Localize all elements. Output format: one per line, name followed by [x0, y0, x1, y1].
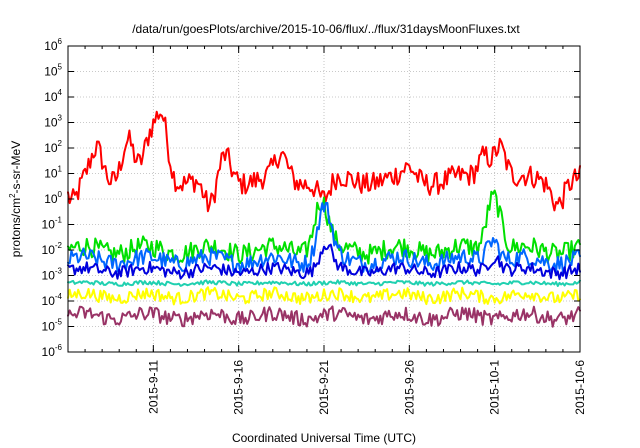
x-tick-label: 2015-10-1 [488, 360, 502, 415]
y-tick-label: 10-1 [42, 216, 63, 232]
y-tick-label: 10-6 [42, 343, 63, 359]
series-line-channel-3 [67, 202, 581, 274]
y-axis-label: protons/cm2-s-sr-MeV [8, 141, 23, 257]
x-tick-label: 2015-9-16 [232, 360, 246, 415]
y-tick-label: 100 [44, 190, 62, 206]
chart-title: /data/run/goesPlots/archive/2015-10-06/f… [132, 22, 520, 36]
y-tick-label: 103 [44, 114, 62, 130]
series-line-channel-4 [67, 243, 581, 281]
x-axis-label: Coordinated Universal Time (UTC) [232, 431, 416, 445]
y-tick-label: 106 [44, 37, 62, 53]
y-tick-label: 101 [44, 165, 62, 181]
series-layer [67, 110, 581, 328]
y-tick-label: 10-2 [42, 241, 63, 257]
x-tick-label: 2015-9-21 [317, 360, 331, 415]
series-line-channel-6 [67, 286, 581, 306]
x-tick-label: 2015-9-26 [402, 360, 416, 415]
tick-layer: 10-6 10-5 10-4 10-3 10-2 10-1 100 101 102 103 104 1… [42, 37, 587, 415]
y-tick-label: 10-3 [42, 267, 63, 283]
series-line-channel-7 [67, 305, 581, 328]
series-line-channel-5 [67, 279, 581, 287]
series-line-channel-2 [67, 189, 581, 265]
y-tick-label: 105 [44, 63, 62, 79]
y-tick-label: 10-4 [42, 292, 63, 308]
x-tick-label: 2015-9-11 [146, 360, 160, 414]
x-tick-label: 2015-10-6 [573, 360, 587, 415]
series-line-channel-1 [67, 110, 581, 213]
y-tick-label: 102 [44, 139, 62, 155]
y-tick-label: 104 [44, 88, 62, 104]
y-tick-label: 10-5 [42, 318, 63, 334]
